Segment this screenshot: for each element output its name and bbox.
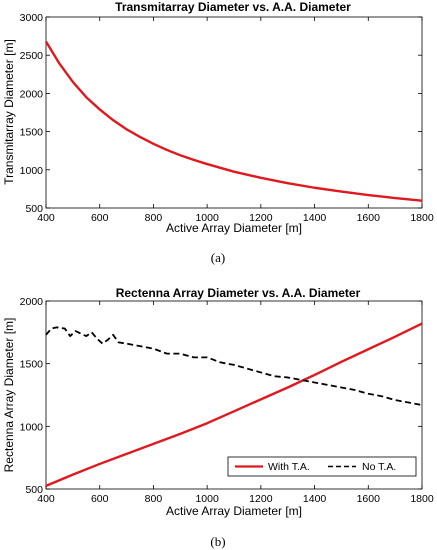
chart-b-x-ticks: 400 600 800 1000 1200 1400 1600 1800 bbox=[37, 301, 434, 505]
chart-a-x-tick-label: 400 bbox=[37, 212, 55, 224]
chart-b-x-tick-label: 600 bbox=[91, 493, 109, 505]
chart-a-x-tick-label: 1000 bbox=[195, 212, 219, 224]
chart-a-x-tick-label: 1800 bbox=[410, 212, 434, 224]
chart-b-x-axis-label: Active Array Diameter [m] bbox=[166, 504, 302, 518]
chart-a-y-ticks: 500 1000 1500 2000 2500 3000 bbox=[20, 12, 422, 215]
chart-a-caption: (a) bbox=[211, 250, 225, 265]
chart-a-y-tick-label: 2500 bbox=[20, 50, 44, 62]
chart-a-x-axis-label: Active Array Diameter [m] bbox=[166, 221, 302, 235]
chart-b-y-tick-label: 500 bbox=[25, 484, 43, 496]
chart-a-x-tick-label: 1600 bbox=[357, 212, 381, 224]
chart-b-y-tick-label: 1000 bbox=[20, 421, 44, 433]
chart-b-x-tick-label: 1600 bbox=[357, 493, 381, 505]
chart-a-y-tick-label: 500 bbox=[25, 203, 43, 215]
chart-a-line-series-0 bbox=[44, 40, 423, 202]
chart-b-x-tick-label: 1800 bbox=[410, 493, 434, 505]
legend-label-with-ta: With T.A. bbox=[268, 461, 310, 473]
chart-a-y-tick-label: 2000 bbox=[20, 88, 44, 100]
legend-label-no-ta: No T.A. bbox=[362, 461, 396, 473]
chart-b-x-tick-label: 1400 bbox=[303, 493, 327, 505]
chart-a-x-tick-label: 600 bbox=[91, 212, 109, 224]
chart-b-x-tick-label: 400 bbox=[37, 493, 55, 505]
chart-a-y-tick-label: 1000 bbox=[20, 165, 44, 177]
chart-a-x-tick-label: 1200 bbox=[249, 212, 273, 224]
chart-b-y-tick-label: 2000 bbox=[20, 296, 44, 308]
chart-a-x-ticks: 400 600 800 1000 1200 1400 1600 1800 bbox=[37, 17, 434, 224]
chart-a-x-tick-label: 1400 bbox=[303, 212, 327, 224]
chart-a-y-tick-label: 1500 bbox=[20, 127, 44, 139]
chart-b: Rectenna Array Diameter vs. A.A. Diamete… bbox=[2, 286, 434, 549]
chart-a-y-axis-label: Transmitarray Diameter [m] bbox=[2, 39, 16, 185]
chart-a-x-tick-label: 800 bbox=[145, 212, 163, 224]
chart-b-y-axis-label: Rectenna Array Diameter [m] bbox=[2, 318, 16, 473]
chart-b-title: Rectenna Array Diameter vs. A.A. Diamete… bbox=[116, 286, 361, 300]
chart-b-legend: With T.A. No T.A. bbox=[227, 456, 417, 477]
chart-a-title: Transmitarray Diameter vs. A.A. Diameter bbox=[115, 0, 351, 14]
chart-b-x-tick-label: 1000 bbox=[195, 493, 219, 505]
chart-a-y-tick-label: 3000 bbox=[20, 12, 44, 24]
chart-a-plot-frame bbox=[45, 16, 423, 209]
chart-b-caption: (b) bbox=[210, 534, 225, 549]
chart-a-lines bbox=[44, 40, 423, 202]
chart-b-x-tick-label: 1200 bbox=[249, 493, 273, 505]
legend-box bbox=[227, 456, 417, 477]
chart-b-x-tick-label: 800 bbox=[145, 493, 163, 505]
chart-b-line-with-t-a bbox=[45, 322, 423, 487]
chart-b-plot-frame bbox=[45, 300, 423, 490]
chart-b-y-ticks: 500 1000 1500 2000 bbox=[20, 296, 422, 496]
chart-b-lines bbox=[45, 322, 423, 487]
chart-b-y-tick-label: 1500 bbox=[20, 359, 44, 371]
chart-a: Transmitarray Diameter vs. A.A. Diameter… bbox=[2, 0, 434, 265]
chart-b-line-no-t-a bbox=[45, 326, 423, 406]
